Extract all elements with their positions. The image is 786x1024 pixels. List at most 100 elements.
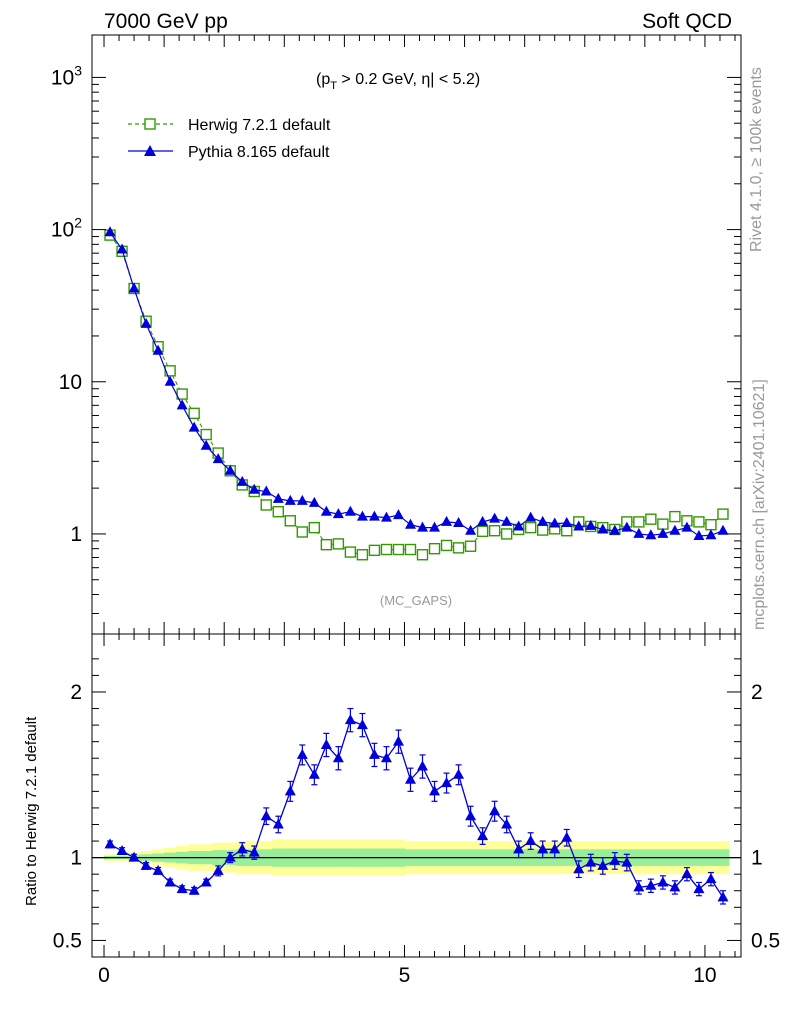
pythia-point xyxy=(489,512,501,523)
ratio-point xyxy=(621,856,633,867)
pythia-point xyxy=(609,524,621,535)
ratio-point xyxy=(164,876,176,887)
herwig-point xyxy=(645,513,657,525)
pythia-point xyxy=(296,494,308,505)
pythia-point xyxy=(597,523,609,534)
pythia-point xyxy=(585,519,597,530)
herwig-point xyxy=(500,528,513,540)
legend-herwig-label: Herwig 7.2.1 default xyxy=(188,117,331,134)
ratio-point xyxy=(392,735,404,746)
herwig-point xyxy=(284,515,297,527)
pythia-point xyxy=(332,508,344,519)
herwig-point xyxy=(524,521,537,534)
herwig-point xyxy=(296,526,309,538)
ratio-point xyxy=(128,851,140,862)
herwig-point xyxy=(464,540,477,552)
ratio-point xyxy=(501,818,513,829)
pythia-point xyxy=(380,511,392,522)
herwig-point xyxy=(633,516,645,528)
herwig-point xyxy=(416,549,429,561)
analysis-watermark: (MC_GAPS) xyxy=(380,593,452,608)
pythia-point xyxy=(392,509,404,520)
pythia-point xyxy=(248,483,260,494)
x-tick-label: 10 xyxy=(693,964,716,987)
pythia-point xyxy=(477,515,489,526)
legend-pythia-marker xyxy=(144,145,156,156)
header-left: 7000 GeV pp xyxy=(104,10,228,33)
ratio-point xyxy=(537,843,549,854)
ratio-point xyxy=(633,881,645,892)
rivet-side-text: Rivet 4.1.0, ≥ 100k events xyxy=(748,67,765,252)
herwig-point xyxy=(476,525,489,538)
pythia-point xyxy=(645,529,657,540)
ratio-point xyxy=(441,777,453,788)
ratio-point xyxy=(368,748,380,759)
herwig-point xyxy=(392,543,405,556)
herwig-point xyxy=(669,510,681,523)
pythia-point xyxy=(128,282,140,293)
herwig-point xyxy=(717,508,729,520)
ratio-point xyxy=(669,881,681,892)
pythia-point xyxy=(417,521,429,532)
ratio-y-tick-label: 2 xyxy=(70,681,82,704)
pythia-point xyxy=(140,317,152,328)
herwig-point xyxy=(657,518,669,530)
legend: Herwig 7.2.1 default Pythia 8.165 defaul… xyxy=(128,117,331,161)
pythia-point xyxy=(429,521,441,532)
ratio-point xyxy=(585,856,597,867)
y-tick-label: 10 xyxy=(59,371,82,394)
pythia-point xyxy=(104,226,116,237)
herwig-point xyxy=(344,546,357,558)
pythia-line xyxy=(109,231,724,537)
herwig-point xyxy=(380,543,393,556)
ratio-point xyxy=(561,831,573,842)
pythia-point xyxy=(404,518,416,529)
herwig-point xyxy=(176,388,188,400)
ratio-point xyxy=(176,883,188,894)
y-tick-label: 103 xyxy=(51,62,82,89)
ratio-point xyxy=(308,768,320,779)
ratio-point xyxy=(272,818,284,829)
ratio-ylabel: Ratio to Herwig 7.2.1 default xyxy=(23,716,40,906)
header-right: Soft QCD xyxy=(642,10,732,33)
herwig-point xyxy=(452,542,465,554)
pythia-point xyxy=(525,511,537,522)
ratio-point xyxy=(489,805,501,816)
ratio-point xyxy=(513,843,525,854)
pythia-point xyxy=(621,521,633,532)
pythia-point xyxy=(152,344,164,355)
ratio-point xyxy=(404,773,416,784)
ratio-point xyxy=(224,851,236,862)
herwig-point xyxy=(428,542,441,555)
ratio-plot-frame xyxy=(91,633,742,958)
pythia-point xyxy=(188,421,200,432)
pythia-point xyxy=(356,510,368,521)
pythia-point xyxy=(116,243,128,254)
pythia-point xyxy=(164,375,176,386)
cut-annotation: (pT > 0.2 GeV, η| < 5.2) xyxy=(316,71,480,92)
pythia-point xyxy=(513,520,525,531)
axis-ticks xyxy=(92,35,741,957)
pythia-point xyxy=(681,521,693,532)
ratio-point xyxy=(104,838,116,849)
pythia-point xyxy=(549,517,561,528)
pythia-point xyxy=(284,494,296,505)
herwig-point xyxy=(200,428,212,441)
ratio-point xyxy=(380,752,392,763)
y-tick-label: 1 xyxy=(70,523,82,546)
pythia-point xyxy=(236,475,248,486)
pythia-point xyxy=(320,505,332,516)
ratio-point xyxy=(609,854,621,865)
pythia-point xyxy=(344,505,356,516)
herwig-point xyxy=(561,525,573,537)
pythia-point xyxy=(176,399,188,410)
herwig-point xyxy=(272,505,284,518)
ratio-point xyxy=(188,884,200,895)
ratio-point xyxy=(645,879,657,890)
ratio-point xyxy=(332,752,344,763)
ratio-point xyxy=(212,864,224,875)
legend-herwig-marker xyxy=(144,118,156,130)
ratio-point xyxy=(549,843,561,854)
